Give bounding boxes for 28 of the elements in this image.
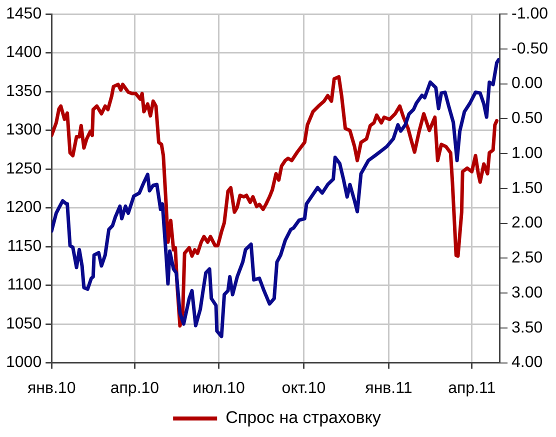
y2-tick-label: 2.50: [512, 250, 543, 267]
y-tick-label: 1300: [6, 122, 42, 139]
y2-tick-label: 1.00: [512, 144, 543, 162]
y-tick-label: 1250: [6, 160, 42, 178]
y-tick-label: 1000: [6, 354, 42, 372]
y2-tick-label: 0.00: [512, 75, 543, 92]
y-tick-label: 1050: [6, 315, 42, 332]
y-tick-label: 1400: [6, 44, 42, 62]
y-tick-label: 1100: [7, 276, 42, 294]
x-tick-label: янв.11: [365, 380, 412, 397]
x-tick-label: янв.10: [27, 380, 76, 397]
y2-tick-label: 3.50: [512, 319, 543, 336]
y-tick-label: 1150: [7, 238, 42, 255]
y2-tick-label: -0.50: [512, 40, 548, 58]
y2-tick-label: 3.00: [512, 284, 543, 302]
y2-tick-label: -1.00: [512, 5, 548, 22]
y-tick-label: 1350: [6, 82, 42, 100]
y2-tick-label: 2.00: [512, 214, 543, 232]
y2-tick-label: 0.50: [512, 110, 543, 128]
y2-tick-label: 1.50: [512, 180, 543, 197]
x-tick-label: июл.10: [192, 380, 245, 397]
x-tick-label: апр.11: [448, 380, 496, 397]
y-tick-label: 1200: [6, 199, 42, 216]
legend-label: Спрос на страховку: [226, 408, 382, 428]
y2-tick-label: 4.00: [512, 354, 543, 372]
x-tick-label: апр.10: [110, 380, 160, 397]
x-tick-label: окт.10: [282, 380, 326, 397]
y-tick-label: 1450: [6, 5, 42, 22]
